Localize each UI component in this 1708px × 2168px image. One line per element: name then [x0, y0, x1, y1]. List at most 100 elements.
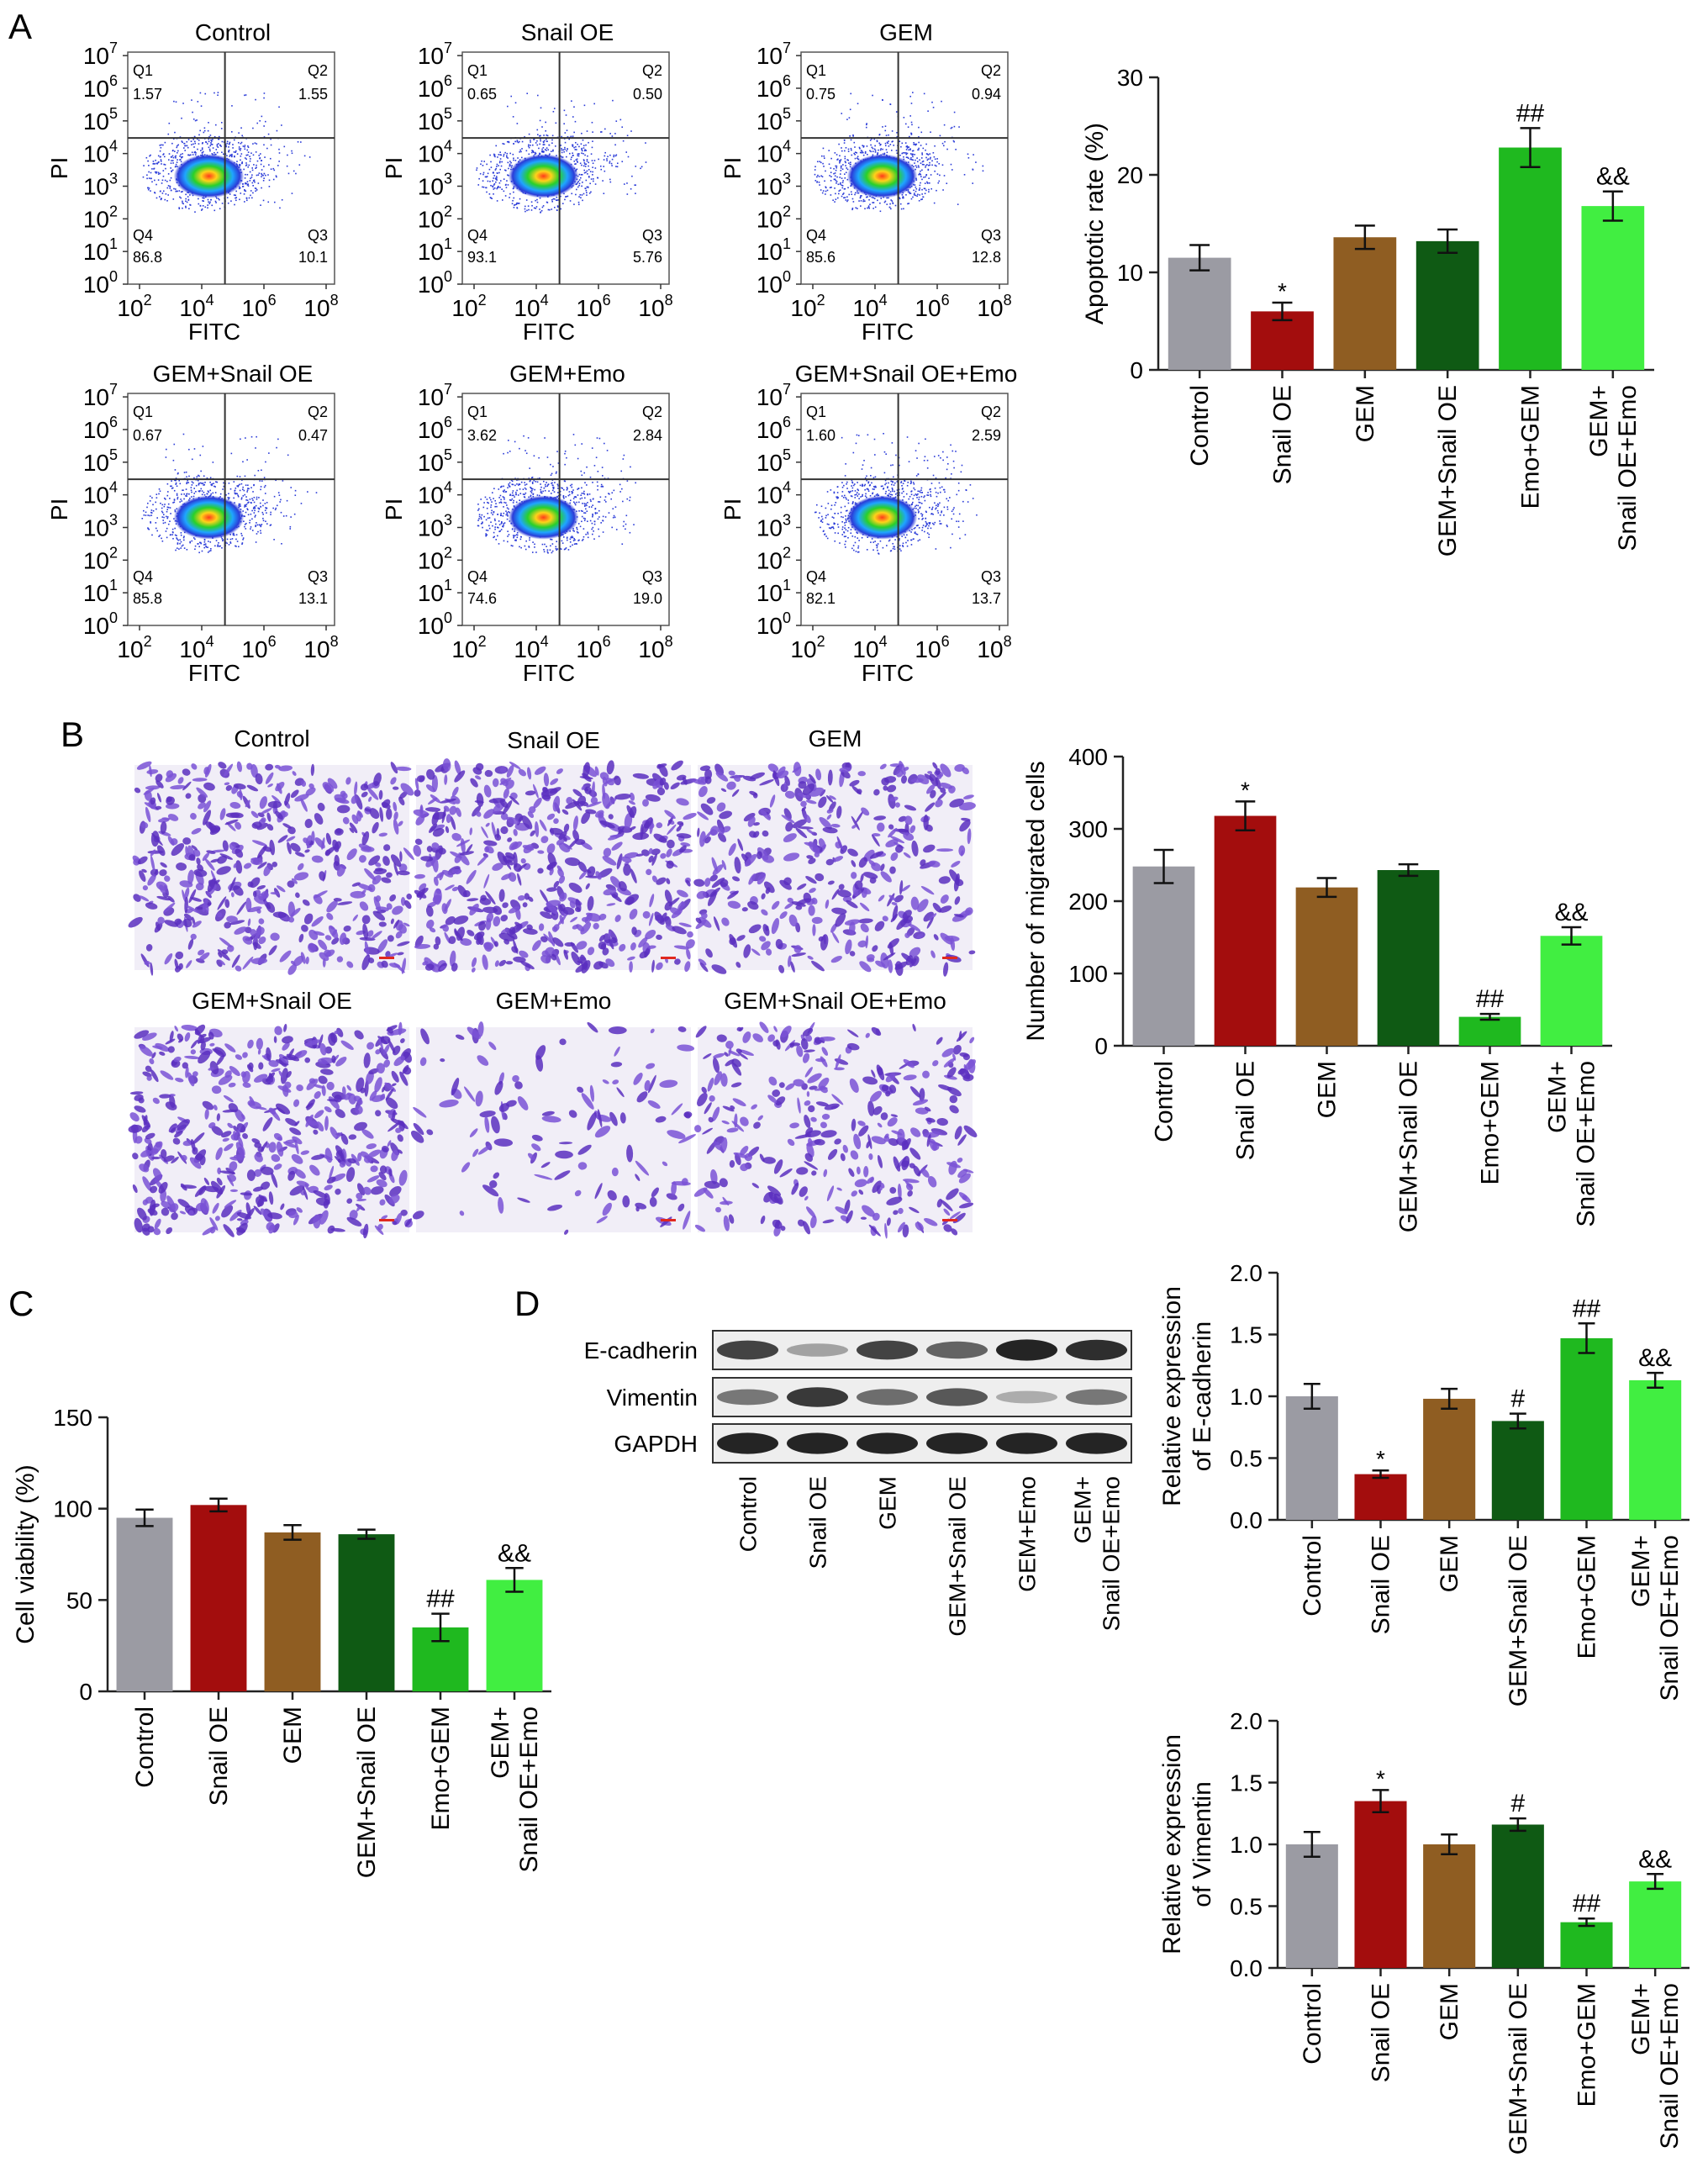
flow-event-dot — [495, 503, 497, 504]
flow-event-dot — [212, 147, 214, 149]
quadrant-q3-value: 12.8 — [972, 249, 1001, 266]
flow-event-dot — [504, 169, 506, 171]
flow-event-dot — [209, 135, 212, 136]
flow-event-dot — [600, 131, 603, 133]
flow-event-dot — [564, 148, 566, 150]
flow-event-dot — [495, 178, 497, 181]
flow-event-dot — [268, 452, 270, 454]
flow-event-dot — [596, 437, 598, 439]
flow-event-dot — [866, 123, 867, 124]
flow-event-dot — [227, 497, 229, 498]
flow-event-dot — [588, 161, 590, 164]
flow-event-dot — [264, 493, 266, 494]
flow-event-dot — [850, 490, 851, 493]
flow-event-dot — [857, 208, 858, 209]
flow-event-dot — [146, 177, 148, 180]
flow-event-dot — [250, 435, 253, 438]
flow-event-dot — [835, 193, 836, 195]
flow-event-dot — [572, 144, 573, 146]
flow-event-dot — [535, 152, 537, 155]
flow-event-dot — [162, 144, 164, 146]
flow-event-dot — [199, 205, 202, 207]
flow-event-dot — [950, 127, 952, 129]
flow-event-dot — [244, 504, 246, 507]
flow-event-dot — [227, 202, 229, 204]
flow-event-dot — [220, 121, 223, 124]
flow-event-dot — [860, 200, 862, 202]
flow-event-dot — [255, 98, 256, 101]
flow-event-dot — [847, 502, 850, 504]
flow-event-dot — [910, 121, 913, 124]
flow-event-dot — [586, 170, 588, 172]
flow-event-dot — [182, 103, 184, 104]
flow-event-dot — [174, 479, 176, 482]
flow-event-dot — [556, 206, 559, 208]
flow-event-dot — [256, 533, 258, 535]
flow-event-dot — [909, 193, 911, 194]
flow-event-dot — [938, 180, 941, 182]
flow-event-dot — [237, 494, 239, 497]
flow-event-dot — [243, 489, 245, 492]
flow-event-dot — [162, 170, 165, 171]
flow-event-dot — [191, 484, 193, 486]
flow-event-dot — [147, 527, 149, 529]
flow-event-dot — [823, 155, 825, 157]
flow-event-dot — [921, 154, 924, 156]
flow-event-dot — [215, 540, 218, 541]
flow-event-dot — [173, 150, 176, 152]
flow-event-dot — [625, 523, 627, 525]
flow-event-dot — [177, 498, 179, 500]
flow-event-dot — [511, 492, 514, 494]
flow-event-dot — [839, 161, 841, 164]
flow-event-dot — [907, 482, 909, 483]
flow-event-dot — [215, 481, 217, 483]
flow-event-dot — [602, 180, 604, 182]
flow-event-dot — [265, 520, 266, 523]
flow-event-dot — [201, 493, 203, 496]
flow-event-dot — [255, 525, 256, 526]
flow-event-dot — [844, 197, 846, 198]
flow-event-dot — [535, 551, 537, 553]
flow-event-dot — [640, 167, 641, 170]
flow-event-dot — [936, 158, 938, 160]
flow-event-dot — [163, 505, 166, 508]
flow-event-dot — [936, 495, 938, 498]
flow-event-dot — [256, 122, 259, 124]
flow-event-dot — [170, 167, 171, 169]
flow-event-dot — [530, 488, 533, 490]
flow-event-dot — [575, 193, 577, 196]
flow-event-dot — [858, 146, 861, 149]
flow-event-dot — [508, 484, 510, 487]
flow-event-dot — [604, 516, 607, 518]
flow-event-dot — [170, 513, 171, 514]
flow-event-dot — [198, 198, 199, 200]
flow-event-dot — [849, 135, 851, 137]
flow-event-dot — [581, 443, 583, 445]
flow-event-dot — [503, 489, 505, 491]
flow-event-dot — [493, 535, 495, 538]
flow-event-dot — [908, 203, 910, 204]
flow-event-dot — [171, 160, 172, 161]
flow-y-tick-label: 102 — [83, 544, 118, 573]
flow-event-dot — [253, 179, 256, 182]
flow-event-dot — [515, 491, 517, 493]
flow-event-dot — [941, 100, 942, 103]
flow-event-dot — [202, 446, 204, 447]
flow-event-dot — [482, 521, 483, 524]
flow-event-dot — [196, 119, 198, 121]
flow-event-dot — [226, 197, 229, 198]
flow-event-dot — [249, 180, 251, 182]
flow-event-dot — [260, 532, 262, 534]
flow-event-dot — [502, 525, 503, 527]
flow-event-dot — [550, 538, 551, 541]
flow-event-dot — [487, 517, 489, 520]
flow-event-dot — [593, 538, 595, 540]
flow-event-dot — [155, 501, 157, 504]
flow-event-dot — [914, 531, 916, 533]
flow-event-dot — [200, 488, 203, 490]
flow-event-dot — [583, 535, 585, 538]
flow-event-dot — [891, 130, 894, 132]
flow-y-tick-label: 102 — [418, 544, 452, 573]
flow-event-dot — [531, 483, 534, 484]
flow-event-dot — [914, 193, 915, 194]
